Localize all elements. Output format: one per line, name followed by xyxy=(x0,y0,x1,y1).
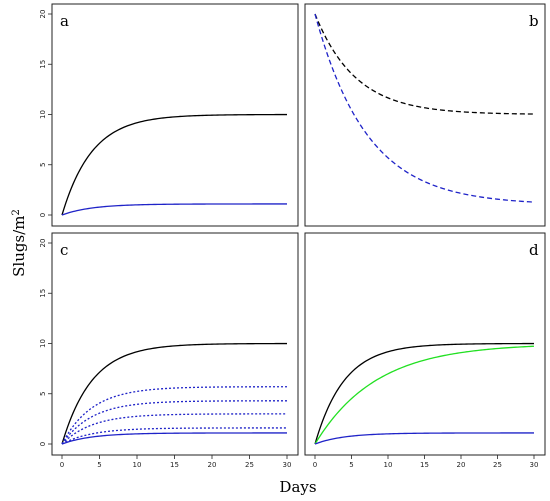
x-tick-label: 15 xyxy=(170,461,179,469)
x-tick-label: 20 xyxy=(208,461,217,469)
panel-frame xyxy=(51,3,299,227)
x-tick-label: 0 xyxy=(313,461,317,469)
panel-frame xyxy=(304,3,546,227)
y-tick-label: 15 xyxy=(39,60,47,69)
y-tick-label: 10 xyxy=(39,110,47,119)
series-line-6 xyxy=(61,432,287,445)
y-tick-label: 5 xyxy=(39,163,47,167)
x-tick-label: 5 xyxy=(97,461,101,469)
panel-a: 0 5 10 15 20 a xyxy=(39,3,299,227)
panel-c: 0 5 10 15 20 0 5 10 15 20 25 30 c xyxy=(39,232,299,469)
y-axis-label: Slugs/m2 xyxy=(10,209,28,277)
y-tick-label: 15 xyxy=(39,289,47,298)
y-tick-label: 5 xyxy=(39,392,47,396)
series-line-5 xyxy=(61,427,287,445)
x-tick-label: 30 xyxy=(283,461,292,469)
x-axis-label: Days xyxy=(279,478,316,496)
panel-d: 0 5 10 15 20 25 30 d xyxy=(304,232,546,469)
x-tick-label: 25 xyxy=(493,461,502,469)
x-tick-label: 5 xyxy=(349,461,353,469)
panel-label: d xyxy=(529,241,539,259)
y-tick-label: 10 xyxy=(39,339,47,348)
x-tick-label: 20 xyxy=(457,461,466,469)
panel-frame xyxy=(304,232,546,456)
series-line-2 xyxy=(314,13,535,203)
series-line-3 xyxy=(61,400,287,445)
series-line-1 xyxy=(314,342,534,445)
x-tick-label: 30 xyxy=(530,461,539,469)
panel-label: c xyxy=(60,241,68,259)
series-line-1 xyxy=(61,342,287,445)
series-line-2 xyxy=(61,386,287,445)
series-line-1 xyxy=(314,13,535,115)
x-tick-label: 10 xyxy=(384,461,393,469)
x-tick-label: 0 xyxy=(60,461,64,469)
series-line-1 xyxy=(61,113,287,216)
x-tick-label: 15 xyxy=(420,461,429,469)
series-line-4 xyxy=(61,413,287,445)
y-tick-label: 0 xyxy=(39,442,47,446)
series-line-3 xyxy=(314,432,534,445)
y-tick-label: 20 xyxy=(39,239,47,248)
y-tick-label: 20 xyxy=(39,10,47,19)
y-axis-label-superscript: 2 xyxy=(11,209,22,215)
x-tick-label: 10 xyxy=(133,461,142,469)
x-tick-label: 25 xyxy=(245,461,254,469)
y-tick-label: 0 xyxy=(39,213,47,217)
panel-b: b xyxy=(304,3,546,227)
panel-label: b xyxy=(529,12,539,30)
panels: 0 5 10 15 20 a b 0 5 10 15 20 0 5 10 15 20 25 30 c 0 5 10 15 20 2… xyxy=(39,3,546,469)
panel-label: a xyxy=(60,12,69,30)
panel-frame xyxy=(51,232,299,456)
series-line-2 xyxy=(314,345,535,445)
series-line-2 xyxy=(61,203,287,216)
